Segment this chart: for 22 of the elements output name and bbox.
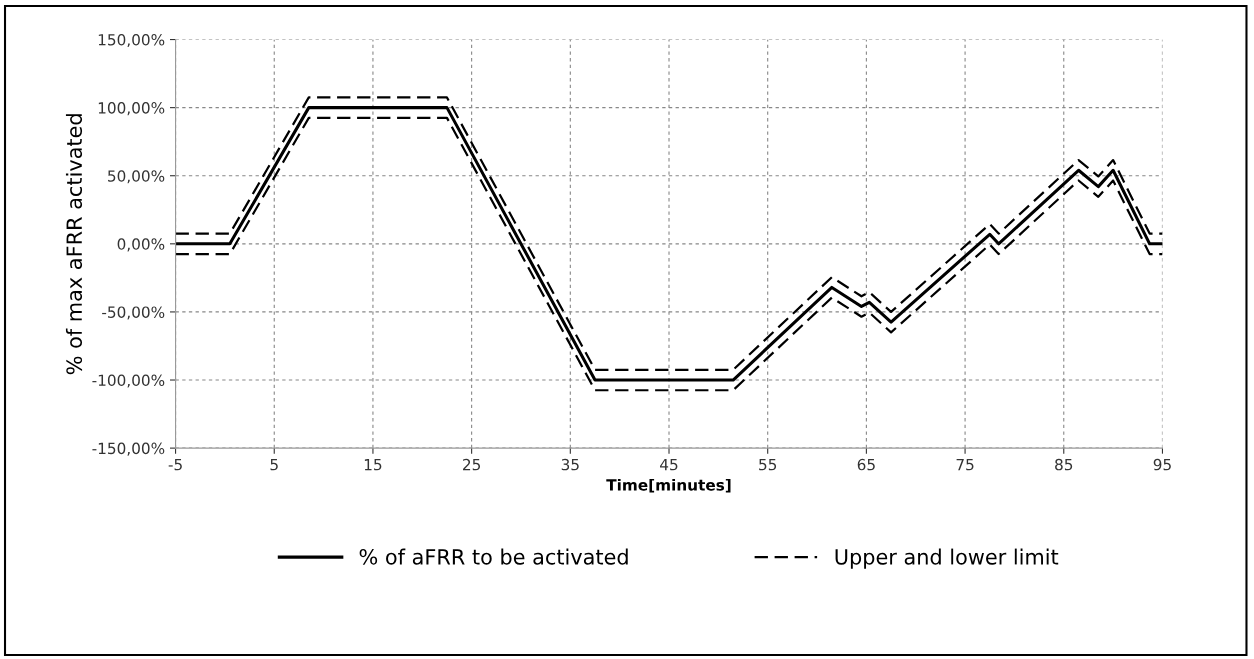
x-tick-label: 65 (857, 458, 875, 471)
x-tick-label: 95 (1153, 458, 1171, 471)
y-tick-label: -50,00% (102, 306, 165, 320)
x-tick-label: 55 (759, 459, 777, 471)
x-tick-label: 85 (1055, 458, 1073, 471)
y-tick-label: 100,00% (98, 102, 165, 116)
x-tick-label: 35 (561, 458, 579, 471)
x-tick-label: 45 (660, 459, 678, 471)
y-tick-label: -100,00% (92, 374, 165, 388)
x-tick-label: 5 (270, 459, 278, 471)
y-axis-title: % of max aFRR activated (65, 114, 83, 375)
x-tick-label: 75 (956, 459, 974, 471)
x-tick-label: -5 (168, 459, 182, 471)
x-tick-label: 15 (364, 459, 382, 471)
y-tick-label: 0,00% (117, 238, 165, 252)
y-tick-label: 150,00% (98, 34, 165, 48)
x-tick-label: 25 (463, 458, 481, 471)
x-axis-title: Time[minutes] (606, 478, 731, 493)
y-tick-label: 50,00% (108, 170, 165, 184)
y-tick-label: -150,00% (92, 442, 165, 456)
legend-label: % of aFRR to be activated (359, 548, 628, 565)
legend-label: Upper and lower limit (835, 548, 1059, 569)
